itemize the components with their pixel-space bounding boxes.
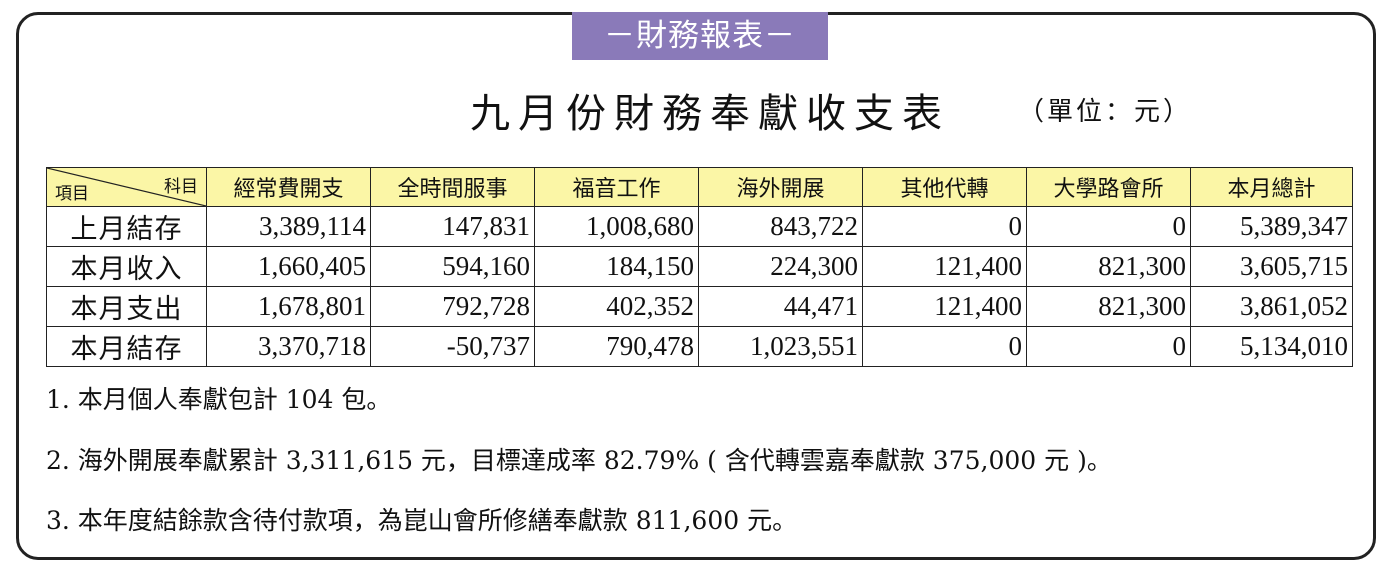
table-cell: 147,831 (370, 206, 535, 247)
table-cell: 184,150 (534, 246, 699, 287)
table-row: 本月支出 1,678,801 792,728 402,352 44,471 12… (46, 286, 1353, 327)
table-cell: 402,352 (534, 286, 699, 327)
table-cell: 0 (862, 326, 1027, 367)
table-cell: 3,861,052 (1190, 286, 1353, 327)
table-cell: 821,300 (1026, 286, 1191, 327)
table-cell: 1,660,405 (206, 246, 371, 287)
table-cell: -50,737 (370, 326, 535, 367)
table-cell: 0 (1026, 326, 1191, 367)
table-cell: 0 (1026, 206, 1191, 247)
row-label: 本月支出 (46, 286, 207, 327)
corner-row-label: 項目 (55, 184, 89, 204)
table-cell: 3,370,718 (206, 326, 371, 367)
table-cell: 121,400 (862, 286, 1027, 327)
table-cell: 1,023,551 (698, 326, 863, 367)
report-title: 九月份財務奉獻收支表 (470, 91, 950, 137)
table-cell: 792,728 (370, 286, 535, 327)
table-cell: 1,678,801 (206, 286, 371, 327)
table-cell: 121,400 (862, 246, 1027, 287)
column-header: 全時間服事 (370, 167, 535, 207)
table-cell: 5,134,010 (1190, 326, 1353, 367)
column-header: 經常費開支 (206, 167, 371, 207)
table-cell: 594,160 (370, 246, 535, 287)
row-label: 上月結存 (46, 206, 207, 247)
table-cell: 843,722 (698, 206, 863, 247)
note-item: 2. 海外開展奉獻累計 3,311,615 元，目標達成率 82.79% ( 含… (46, 446, 1112, 475)
column-header: 本月總計 (1190, 167, 1353, 207)
table-cell: 224,300 (698, 246, 863, 287)
column-header: 海外開展 (698, 167, 863, 207)
row-label: 本月結存 (46, 326, 207, 367)
table-row: 本月收入 1,660,405 594,160 184,150 224,300 1… (46, 246, 1353, 287)
row-label: 本月收入 (46, 246, 207, 287)
table-cell: 821,300 (1026, 246, 1191, 287)
table-cell: 0 (862, 206, 1027, 247)
finance-table: 項目 科目 經常費開支 全時間服事 福音工作 海外開展 其他代轉 大學路會所 本… (46, 167, 1353, 367)
note-item: 3. 本年度結餘款含待付款項，為崑山會所修繕奉獻款 811,600 元。 (46, 506, 798, 535)
header-row: 項目 科目 經常費開支 全時間服事 福音工作 海外開展 其他代轉 大學路會所 本… (46, 167, 1353, 207)
table-cell: 3,389,114 (206, 206, 371, 247)
column-header: 福音工作 (534, 167, 699, 207)
table-row: 上月結存 3,389,114 147,831 1,008,680 843,722… (46, 206, 1353, 247)
unit-label: （單位：元） (1018, 97, 1193, 127)
table-cell: 790,478 (534, 326, 699, 367)
table-cell: 44,471 (698, 286, 863, 327)
note-item: 1. 本月個人奉獻包計 104 包。 (46, 385, 392, 414)
section-banner: －財務報表－ (572, 12, 828, 60)
diagonal-divider (47, 168, 206, 206)
table-cell: 1,008,680 (534, 206, 699, 247)
table-cell: 5,389,347 (1190, 206, 1353, 247)
table-row: 本月結存 3,370,718 -50,737 790,478 1,023,551… (46, 326, 1353, 367)
column-header: 大學路會所 (1026, 167, 1191, 207)
table-cell: 3,605,715 (1190, 246, 1353, 287)
column-header: 其他代轉 (862, 167, 1027, 207)
corner-header-cell: 項目 科目 (46, 167, 207, 207)
corner-col-label: 科目 (164, 177, 198, 197)
